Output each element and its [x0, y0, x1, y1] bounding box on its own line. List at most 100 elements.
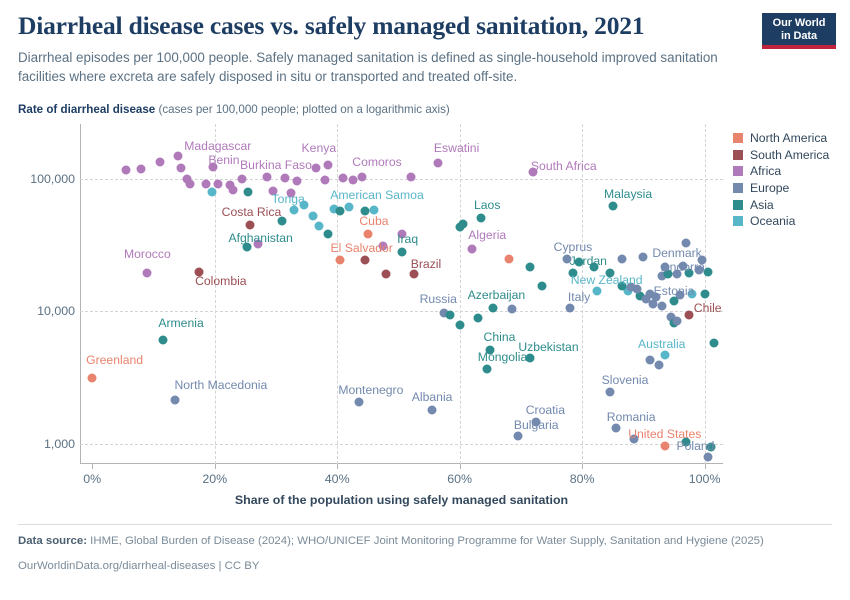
data-point[interactable] — [280, 173, 290, 183]
data-point[interactable] — [185, 179, 195, 189]
data-point[interactable] — [121, 165, 131, 175]
data-point[interactable] — [641, 294, 651, 304]
legend-item-south-america[interactable]: South America — [733, 147, 848, 164]
data-point[interactable] — [201, 179, 211, 189]
data-point[interactable] — [155, 157, 165, 167]
data-point[interactable] — [660, 262, 670, 272]
data-point[interactable] — [455, 320, 465, 330]
data-point[interactable] — [611, 423, 621, 433]
data-point[interactable] — [243, 187, 253, 197]
data-point[interactable] — [360, 206, 370, 216]
data-point[interactable] — [565, 303, 575, 313]
data-point[interactable] — [268, 186, 278, 196]
data-point[interactable] — [208, 162, 218, 172]
data-point[interactable] — [473, 313, 483, 323]
data-point[interactable] — [617, 281, 627, 291]
data-point[interactable] — [626, 282, 636, 292]
data-point[interactable] — [672, 316, 682, 326]
data-point[interactable] — [213, 179, 223, 189]
data-point[interactable] — [406, 172, 416, 182]
data-point[interactable] — [568, 268, 578, 278]
data-point[interactable] — [354, 397, 364, 407]
data-point[interactable] — [700, 289, 710, 299]
data-point[interactable] — [629, 434, 639, 444]
data-point[interactable] — [645, 289, 654, 299]
data-point[interactable] — [709, 338, 719, 347]
data-point[interactable] — [681, 437, 691, 447]
data-point[interactable] — [657, 301, 667, 311]
data-point[interactable] — [445, 310, 455, 320]
data-point[interactable] — [323, 229, 333, 239]
data-point[interactable] — [170, 395, 180, 405]
data-point[interactable] — [242, 242, 252, 252]
data-point[interactable] — [507, 304, 517, 314]
data-point[interactable] — [669, 296, 679, 306]
data-point[interactable] — [651, 292, 661, 302]
data-point[interactable] — [427, 405, 437, 415]
data-point[interactable] — [87, 373, 97, 383]
data-point[interactable] — [675, 290, 685, 300]
data-point[interactable] — [292, 176, 302, 186]
data-point[interactable] — [289, 205, 299, 215]
data-point[interactable] — [574, 257, 584, 267]
data-point[interactable] — [262, 172, 272, 182]
data-point[interactable] — [592, 286, 602, 296]
data-point[interactable] — [467, 244, 477, 254]
data-point[interactable] — [173, 151, 183, 161]
data-point[interactable] — [635, 291, 645, 301]
data-point[interactable] — [228, 185, 238, 195]
legend-item-asia[interactable]: Asia — [733, 196, 848, 213]
data-point[interactable] — [142, 268, 152, 278]
data-point[interactable] — [338, 173, 348, 183]
data-point[interactable] — [476, 213, 486, 223]
data-point[interactable] — [617, 254, 627, 264]
data-point[interactable] — [335, 206, 345, 216]
data-point[interactable] — [299, 200, 309, 210]
scatter-plot[interactable]: 1,000 10,000 100,000 0% 20% 40% 60% 80% 100% Gr… — [30, 124, 723, 507]
data-point[interactable] — [225, 180, 235, 190]
data-point[interactable] — [663, 269, 673, 279]
legend-item-oceania[interactable]: Oceania — [733, 213, 848, 230]
data-point[interactable] — [687, 289, 697, 299]
data-point[interactable] — [525, 262, 535, 272]
data-point[interactable] — [525, 353, 535, 363]
data-point[interactable] — [194, 267, 204, 277]
data-point[interactable] — [632, 284, 642, 294]
data-point[interactable] — [308, 211, 318, 221]
data-point[interactable] — [323, 160, 333, 170]
data-point[interactable] — [320, 175, 330, 185]
data-point[interactable] — [357, 172, 367, 182]
data-point[interactable] — [253, 239, 263, 249]
continent-legend[interactable]: North America South America Africa Europe As… — [733, 130, 848, 230]
data-point[interactable] — [666, 312, 676, 322]
data-point[interactable] — [488, 303, 498, 313]
data-point[interactable] — [657, 271, 667, 281]
data-point[interactable] — [684, 310, 694, 320]
data-point[interactable] — [360, 255, 370, 265]
data-point[interactable] — [608, 201, 618, 211]
footer-link[interactable]: OurWorldinData.org/diarrheal-diseases | … — [18, 560, 260, 573]
data-point[interactable] — [363, 229, 373, 239]
data-point[interactable] — [562, 254, 572, 264]
data-point[interactable] — [277, 216, 287, 226]
data-point[interactable] — [694, 265, 703, 275]
data-point[interactable] — [136, 164, 146, 174]
data-point[interactable] — [207, 187, 217, 197]
data-point[interactable] — [660, 350, 670, 360]
data-point[interactable] — [182, 174, 192, 184]
data-point[interactable] — [638, 252, 648, 262]
data-point[interactable] — [605, 387, 615, 397]
legend-item-europe[interactable]: Europe — [733, 180, 848, 197]
data-point[interactable] — [409, 269, 419, 279]
data-point[interactable] — [397, 247, 406, 257]
data-point[interactable] — [531, 417, 541, 427]
data-point[interactable] — [504, 254, 514, 264]
data-point[interactable] — [237, 174, 247, 184]
data-point[interactable] — [329, 204, 339, 214]
data-point[interactable] — [485, 345, 495, 355]
data-point[interactable] — [513, 431, 523, 441]
data-point[interactable] — [344, 202, 354, 212]
data-point[interactable] — [378, 241, 388, 251]
data-point[interactable] — [681, 238, 691, 248]
data-point[interactable] — [537, 281, 547, 291]
